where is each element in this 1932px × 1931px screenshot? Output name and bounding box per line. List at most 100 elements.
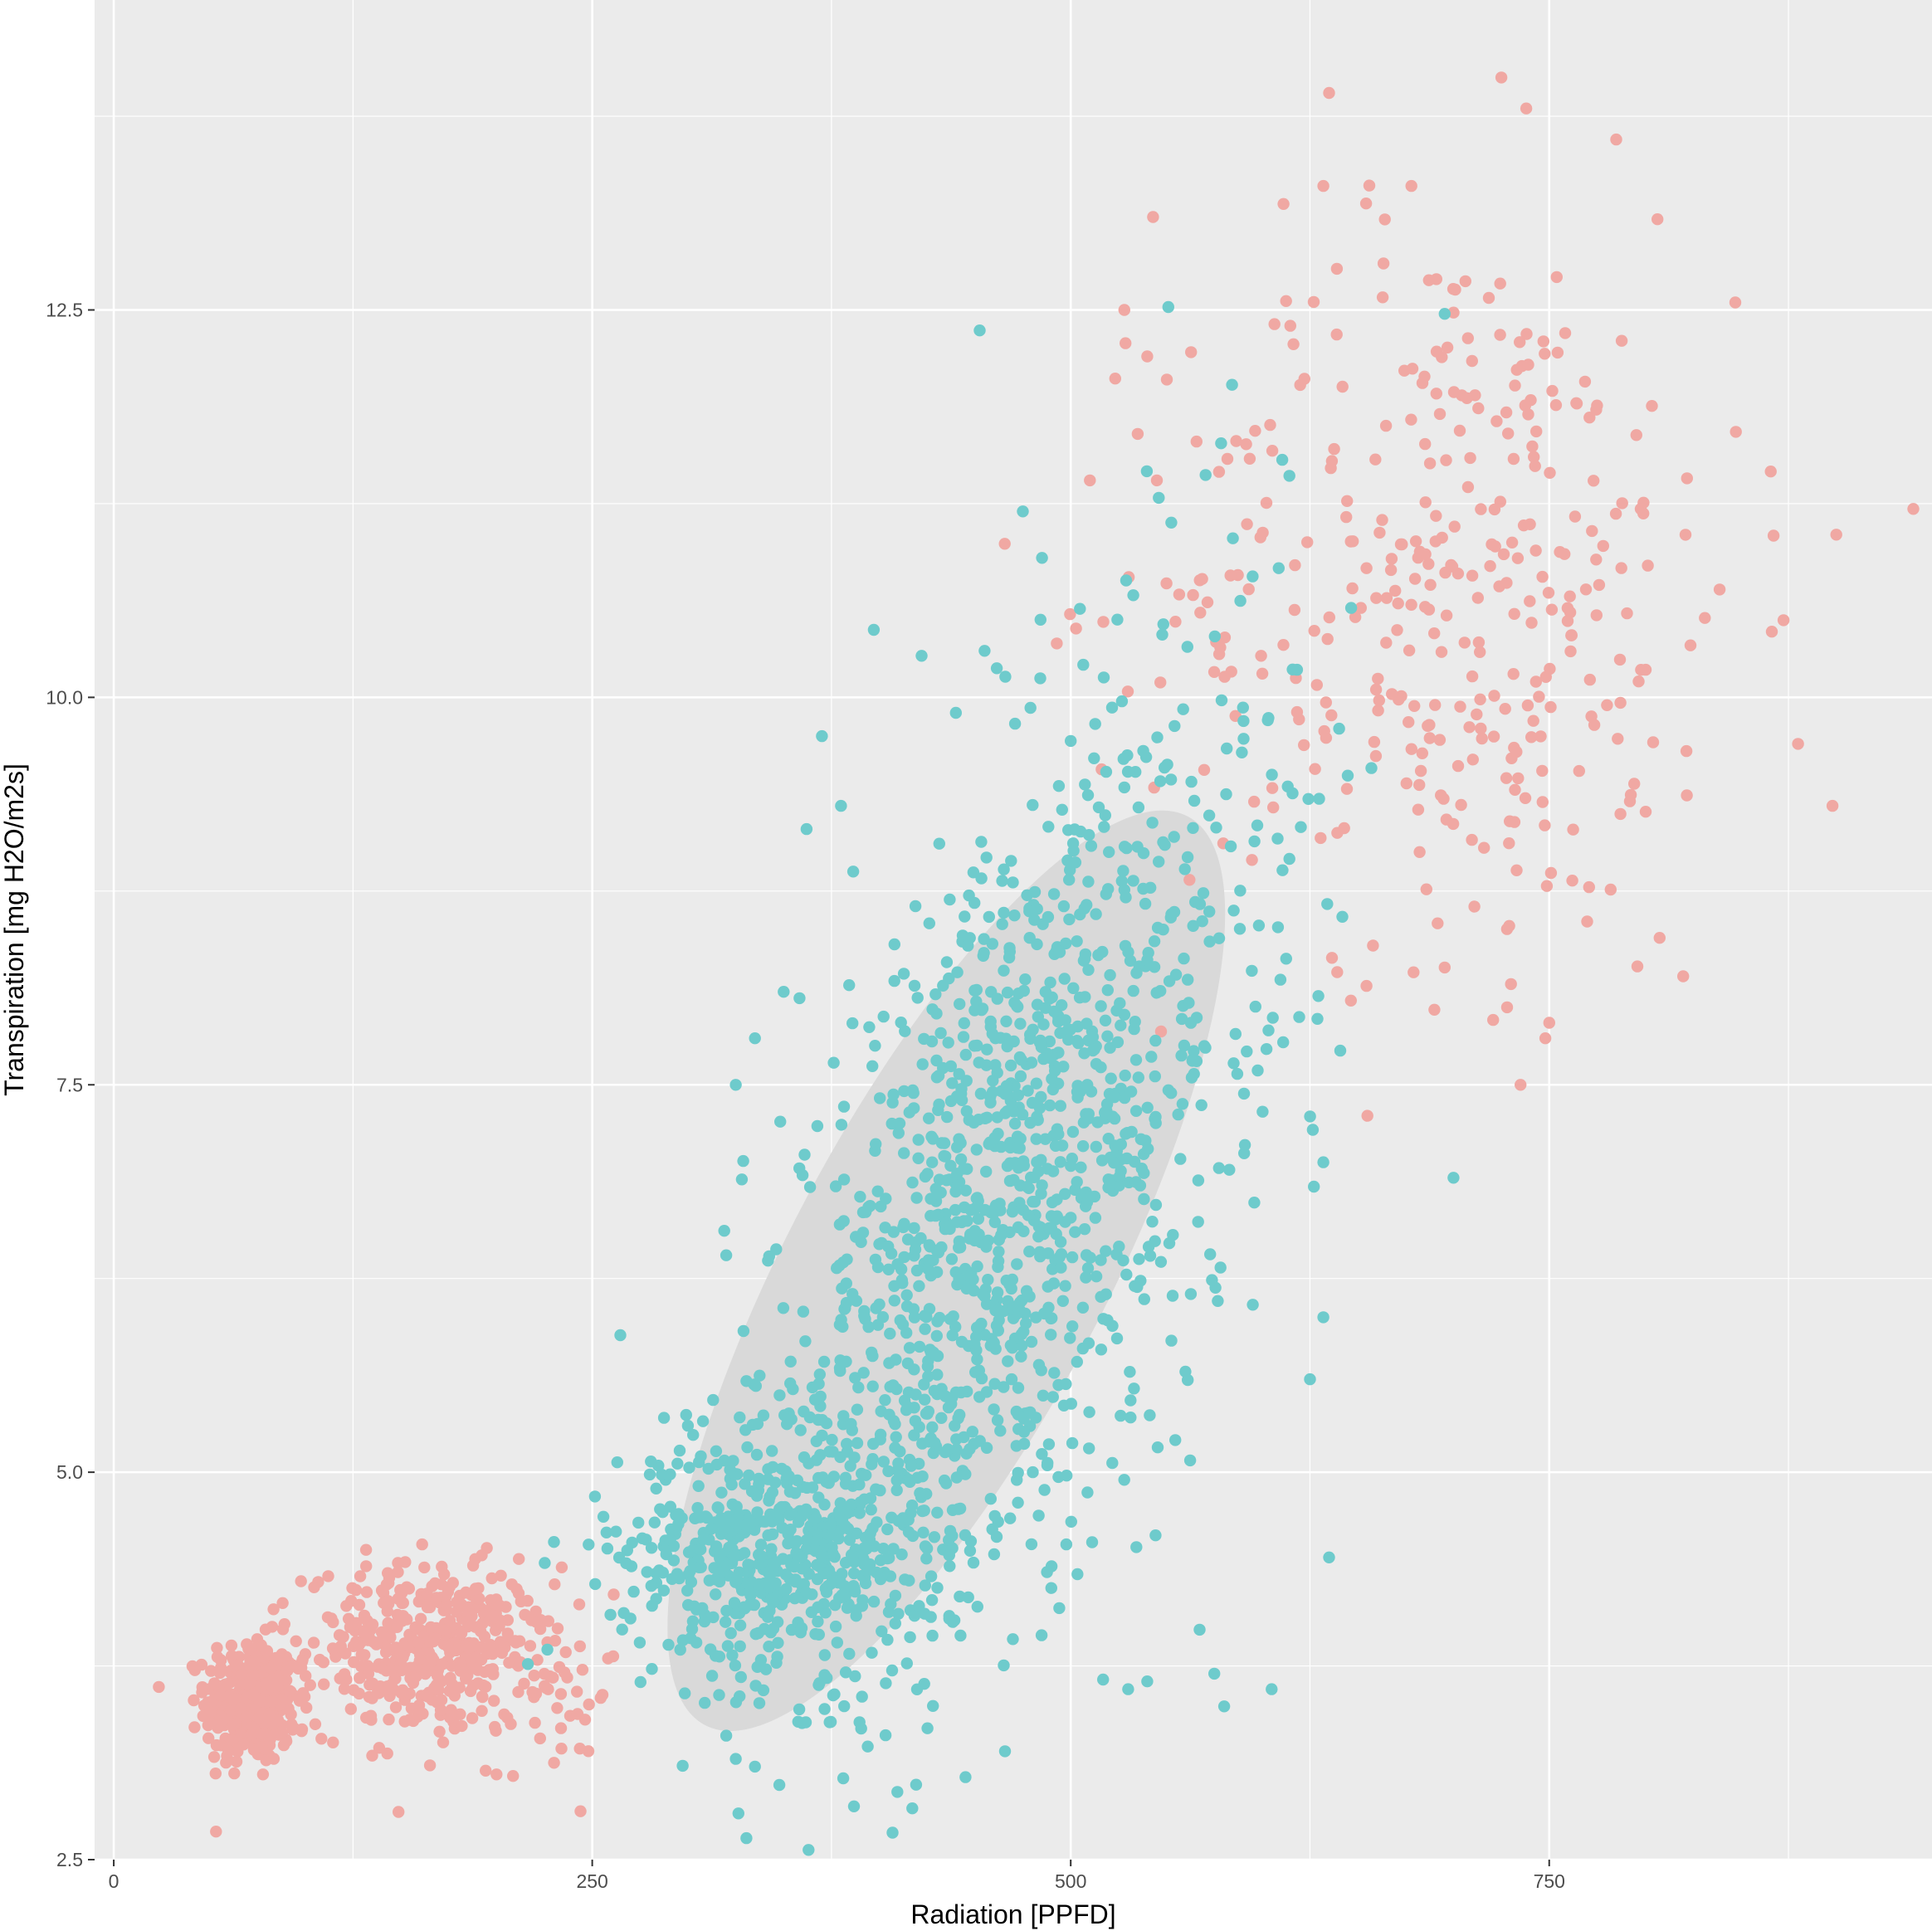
scatter-point-group_2	[1059, 1014, 1071, 1026]
scatter-point-group_2	[954, 1408, 966, 1421]
scatter-point-group_1	[1628, 778, 1641, 790]
scatter-point-group_2	[1149, 1235, 1161, 1247]
scatter-point-group_2	[1082, 875, 1095, 888]
scatter-point-group_2	[1151, 731, 1164, 744]
scatter-point-group_2	[957, 1031, 970, 1043]
scatter-point-group_1	[334, 1640, 347, 1653]
scatter-point-group_2	[1247, 1299, 1259, 1311]
scatter-point-group_1	[1377, 257, 1390, 270]
data-points	[153, 71, 1920, 1856]
scatter-point-group_1	[1336, 380, 1349, 393]
scatter-point-group_2	[768, 1476, 782, 1489]
scatter-point-group_1	[1396, 538, 1408, 551]
scatter-point-group_1	[1545, 603, 1559, 616]
scatter-point-group_2	[648, 1516, 661, 1529]
scatter-point-group_2	[988, 1132, 1001, 1144]
scatter-point-group_2	[916, 1058, 929, 1070]
scatter-point-group_1	[297, 1687, 310, 1699]
scatter-point-group_2	[949, 1420, 961, 1432]
scatter-point-group_2	[687, 1429, 700, 1441]
scatter-point-group_2	[1082, 1337, 1095, 1349]
scatter-point-group_1	[1455, 798, 1467, 812]
scatter-point-group_1	[1419, 601, 1432, 613]
scatter-point-group_1	[1330, 328, 1343, 341]
scatter-point-group_1	[1423, 732, 1437, 744]
scatter-point-group_2	[795, 1510, 808, 1523]
scatter-point-group_2	[1033, 1246, 1046, 1259]
scatter-point-group_2	[1164, 773, 1178, 786]
scatter-point-group_2	[1178, 1039, 1191, 1052]
scatter-point-group_2	[1317, 1156, 1329, 1168]
scatter-point-group_1	[1476, 732, 1488, 745]
scatter-point-group_1	[1517, 519, 1530, 532]
scatter-point-group_2	[737, 1324, 750, 1338]
scatter-point-group_2	[1149, 1198, 1163, 1212]
scatter-point-group_1	[442, 1585, 455, 1598]
scatter-point-group_2	[927, 1254, 939, 1267]
scatter-point-group_2	[729, 1659, 742, 1672]
scatter-point-group_1	[1494, 277, 1506, 290]
scatter-point-group_2	[1199, 1041, 1212, 1054]
scatter-point-group_2	[1038, 1484, 1051, 1496]
scatter-point-group_2	[954, 997, 966, 1011]
scatter-point-group_2	[698, 1615, 711, 1628]
scatter-point-group_2	[604, 1608, 617, 1621]
scatter-point-group_1	[426, 1622, 438, 1635]
scatter-point-group_2	[836, 1589, 848, 1602]
scatter-point-group_1	[1526, 440, 1539, 453]
scatter-point-group_2	[866, 1646, 878, 1659]
scatter-point-group_2	[794, 1424, 807, 1436]
scatter-point-group_1	[1440, 454, 1452, 466]
scatter-point-group_2	[954, 1629, 967, 1642]
scatter-point-group_2	[909, 900, 922, 913]
scatter-point-group_2	[954, 1386, 968, 1399]
scatter-point-group_1	[1435, 646, 1448, 658]
scatter-point-group_1	[1369, 749, 1383, 763]
scatter-point-group_2	[1099, 1014, 1112, 1027]
scatter-point-group_2	[741, 1577, 754, 1590]
scatter-point-group_2	[1121, 765, 1134, 778]
scatter-point-group_2	[929, 1209, 942, 1222]
scatter-point-group_1	[1461, 332, 1475, 344]
scatter-point-group_1	[1449, 283, 1461, 296]
axis-ticks	[88, 309, 1550, 1866]
scatter-point-group_2	[992, 1324, 1005, 1337]
scatter-point-group_1	[485, 1594, 497, 1607]
scatter-point-group_2	[926, 1421, 939, 1434]
scatter-point-group_2	[1108, 1091, 1121, 1104]
scatter-point-group_2	[822, 1564, 836, 1577]
scatter-point-group_1	[1646, 400, 1658, 412]
scatter-point-group_2	[766, 1528, 779, 1541]
scatter-point-group_1	[1349, 611, 1362, 623]
scatter-point-group_1	[1198, 763, 1211, 776]
scatter-point-group_2	[906, 1176, 919, 1189]
scatter-point-group_2	[801, 1481, 813, 1495]
scatter-point-group_2	[691, 1502, 704, 1514]
scatter-point-group_2	[1056, 1139, 1069, 1152]
scatter-point-group_1	[1500, 1001, 1514, 1014]
scatter-point-group_2	[837, 1772, 850, 1785]
scatter-point-group_2	[1114, 997, 1126, 1010]
scatter-point-group_2	[1138, 1293, 1151, 1305]
scatter-point-group_1	[460, 1672, 472, 1685]
scatter-point-group_2	[1182, 1373, 1194, 1387]
scatter-point-group_2	[734, 1670, 747, 1684]
scatter-point-group_2	[809, 1628, 822, 1641]
scatter-point-group_1	[380, 1578, 393, 1591]
scatter-point-group_2	[988, 1509, 1001, 1523]
scatter-point-group_1	[1777, 614, 1790, 627]
scatter-point-group_2	[917, 1526, 929, 1539]
scatter-point-group_2	[931, 1582, 944, 1594]
scatter-point-group_2	[925, 1611, 937, 1623]
scatter-point-group_1	[344, 1621, 357, 1634]
scatter-point-group_1	[1309, 763, 1321, 775]
scatter-point-group_2	[667, 1554, 681, 1567]
scatter-point-group_2	[926, 1003, 939, 1016]
scatter-point-group_2	[876, 1625, 888, 1638]
scatter-point-group_2	[793, 1703, 806, 1716]
scatter-point-group_2	[1014, 1017, 1027, 1030]
scatter-point-group_2	[960, 1282, 973, 1295]
scatter-point-group_2	[763, 1641, 775, 1653]
scatter-point-group_2	[984, 1021, 998, 1033]
scatter-point-group_2	[1129, 1280, 1141, 1293]
